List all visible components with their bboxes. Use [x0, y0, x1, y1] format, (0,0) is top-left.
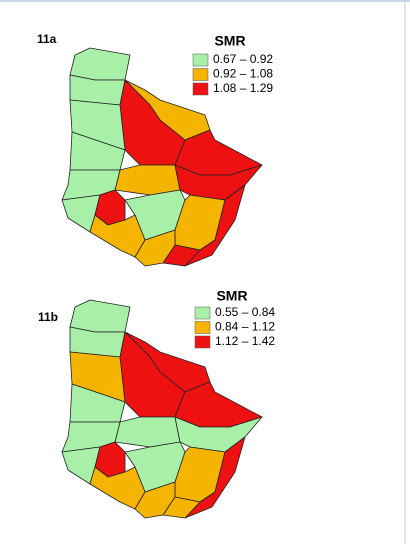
legend-label: 0.92 – 1.08	[213, 67, 273, 81]
legend-label: 0.67 – 0.92	[213, 52, 273, 66]
legend-swatch	[192, 53, 209, 67]
legend-label: 1.08 – 1.29	[213, 81, 273, 95]
legend-title: SMR	[216, 288, 247, 304]
legend-swatch	[194, 335, 211, 349]
legend-swatch	[192, 82, 209, 96]
legend-label: 0.84 – 1.12	[215, 320, 275, 334]
panel-label: 11b	[38, 310, 58, 324]
legend-swatch	[194, 306, 211, 320]
legend-title: SMR	[214, 33, 245, 49]
legend-swatch	[194, 321, 211, 334]
panel-label: 11a	[37, 32, 57, 46]
legend-label: 1.12 – 1.42	[215, 334, 275, 348]
legend-swatch	[192, 68, 209, 81]
legend-label: 0.55 – 0.84	[215, 305, 275, 319]
